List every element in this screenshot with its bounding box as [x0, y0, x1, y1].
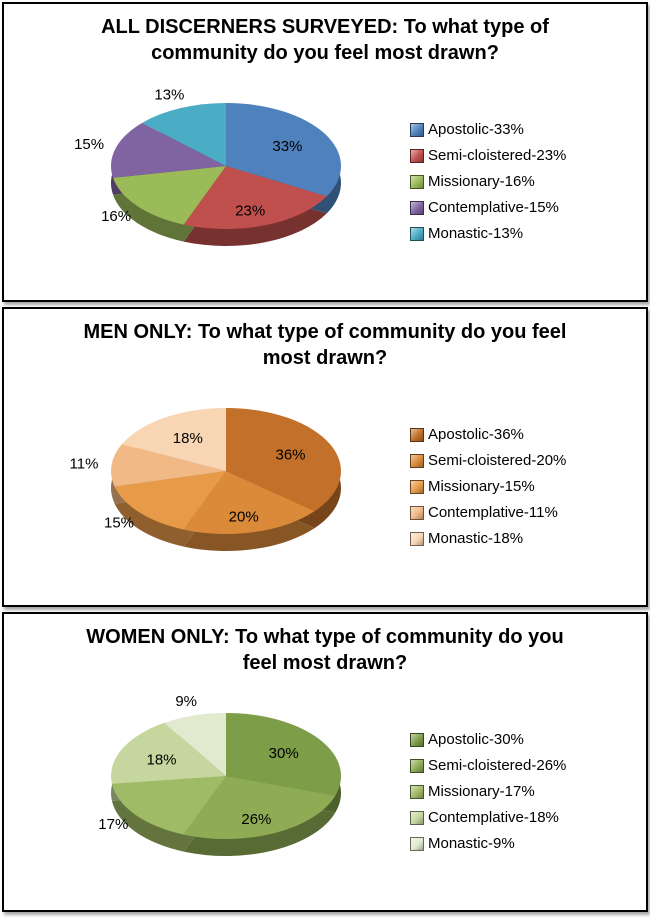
pie-slice [110, 444, 226, 487]
legend-label: Missionary-16% [428, 173, 535, 190]
legend-item: Contemplative-18% [410, 809, 566, 826]
slice-percent-label: 23% [235, 202, 265, 219]
chart-panel-men-only: MEN ONLY: To what type of community do y… [2, 307, 648, 607]
legend: Apostolic-33% Semi-cloistered-23% Missiona… [410, 112, 566, 251]
slice-percent-label: 13% [154, 86, 184, 103]
legend-swatch-icon [410, 427, 424, 442]
legend-label: Apostolic-30% [428, 731, 524, 748]
pie-slice [111, 722, 226, 784]
legend-label: Contemplative-18% [428, 809, 559, 826]
slice-percent-label: 11% [70, 456, 99, 473]
legend-label: Semi-cloistered-23% [428, 147, 567, 164]
legend-label: Missionary-17% [428, 783, 535, 800]
legend-item: Apostolic-30% [410, 731, 566, 748]
legend-label: Contemplative-11% [428, 504, 558, 521]
pie-slice [226, 103, 342, 197]
legend-item: Contemplative-11% [410, 504, 566, 521]
pie-svg: 30% 26% 17% 18% 9% [98, 693, 341, 857]
pie-slice [183, 471, 315, 535]
pie-slice [183, 166, 327, 230]
pie-slice [121, 408, 226, 471]
legend-swatch-icon [410, 810, 424, 825]
pie-slice [183, 776, 336, 840]
pie-chart: 30% 26% 17% 18% 9% [56, 678, 396, 905]
legend-item: Missionary-16% [410, 173, 566, 190]
legend-item: Missionary-15% [410, 478, 566, 495]
chart-title: ALL DISCERNERS SURVEYED: To what type of… [101, 16, 549, 64]
legend-label: Semi-cloistered-20% [428, 452, 567, 469]
legend-label: Missionary-15% [428, 478, 535, 495]
pie-slice [111, 122, 226, 178]
legend-label: Monastic-13% [428, 225, 524, 242]
slice-percent-label: 15% [104, 515, 134, 532]
legend-swatch-icon [410, 148, 424, 163]
legend-swatch-icon [410, 226, 424, 241]
pie-slice [226, 713, 341, 796]
legend-swatch-icon [410, 784, 424, 799]
chart-row: 30% 26% 17% 18% 9% Apostolic-30% Semi-cloiste… [4, 678, 646, 905]
legend-item: Semi-cloistered-23% [410, 147, 566, 164]
pie-slice [113, 166, 226, 225]
pie-slice [142, 103, 226, 166]
pie-chart: 36% 20% 15% 11% 18% [56, 373, 396, 600]
legend-item: Apostolic-36% [410, 426, 566, 443]
legend-item: Monastic-9% [410, 835, 566, 852]
legend-swatch-icon [410, 505, 424, 520]
legend-item: Semi-cloistered-20% [410, 452, 566, 469]
pie-slice [114, 471, 226, 530]
slice-percent-label: 33% [272, 138, 302, 155]
pie-svg: 33% 23% 16% 15% 13% [74, 86, 342, 247]
legend-item: Contemplative-15% [410, 199, 566, 216]
slice-percent-label: 30% [269, 745, 299, 762]
legend-swatch-icon [410, 200, 424, 215]
legend: Apostolic-36% Semi-cloistered-20% Missiona… [410, 417, 566, 556]
legend-swatch-icon [410, 836, 424, 851]
slice-percent-label: 26% [241, 811, 271, 828]
chart-panel-all-discerners: ALL DISCERNERS SURVEYED: To what type of… [2, 2, 648, 302]
legend-item: Monastic-13% [410, 225, 566, 242]
legend-swatch-icon [410, 758, 424, 773]
legend-swatch-icon [410, 174, 424, 189]
legend-label: Monastic-9% [428, 835, 515, 852]
legend-swatch-icon [410, 732, 424, 747]
chart-panel-women-only: WOMEN ONLY: To what type of community do… [2, 612, 648, 912]
pie-slice [164, 713, 226, 776]
slice-percent-label: 15% [74, 136, 104, 153]
slice-percent-label: 18% [173, 430, 203, 447]
chart-row: 36% 20% 15% 11% 18% Apostolic-36% Semi-cloist… [4, 373, 646, 600]
legend: Apostolic-30% Semi-cloistered-26% Missiona… [410, 722, 566, 861]
legend-label: Monastic-18% [428, 530, 524, 547]
slice-percent-label: 17% [98, 816, 128, 833]
legend-swatch-icon [410, 122, 424, 137]
legend-swatch-icon [410, 479, 424, 494]
legend-item: Apostolic-33% [410, 121, 566, 138]
legend-swatch-icon [410, 531, 424, 546]
legend-label: Contemplative-15% [428, 199, 559, 216]
slice-percent-label: 20% [229, 509, 259, 526]
pie-slice [111, 776, 226, 835]
legend-item: Monastic-18% [410, 530, 566, 547]
slice-percent-label: 36% [275, 446, 305, 463]
slice-percent-label: 9% [175, 693, 197, 710]
pie-chart: 33% 23% 16% 15% 13% [56, 68, 396, 295]
slice-percent-label: 18% [146, 751, 176, 768]
slice-percent-label: 16% [101, 208, 131, 225]
pie-slice [226, 408, 342, 512]
pie-svg: 36% 20% 15% 11% 18% [70, 408, 342, 552]
legend-swatch-icon [410, 453, 424, 468]
legend-label: Semi-cloistered-26% [428, 757, 567, 774]
chart-title: MEN ONLY: To what type of community do y… [83, 321, 567, 369]
legend-item: Missionary-17% [410, 783, 566, 800]
legend-item: Semi-cloistered-26% [410, 757, 566, 774]
chart-title: WOMEN ONLY: To what type of community do… [86, 626, 564, 674]
legend-label: Apostolic-33% [428, 121, 524, 138]
chart-row: 33% 23% 16% 15% 13% Apostolic-33% Semi-cloist… [4, 68, 646, 295]
legend-label: Apostolic-36% [428, 426, 524, 443]
